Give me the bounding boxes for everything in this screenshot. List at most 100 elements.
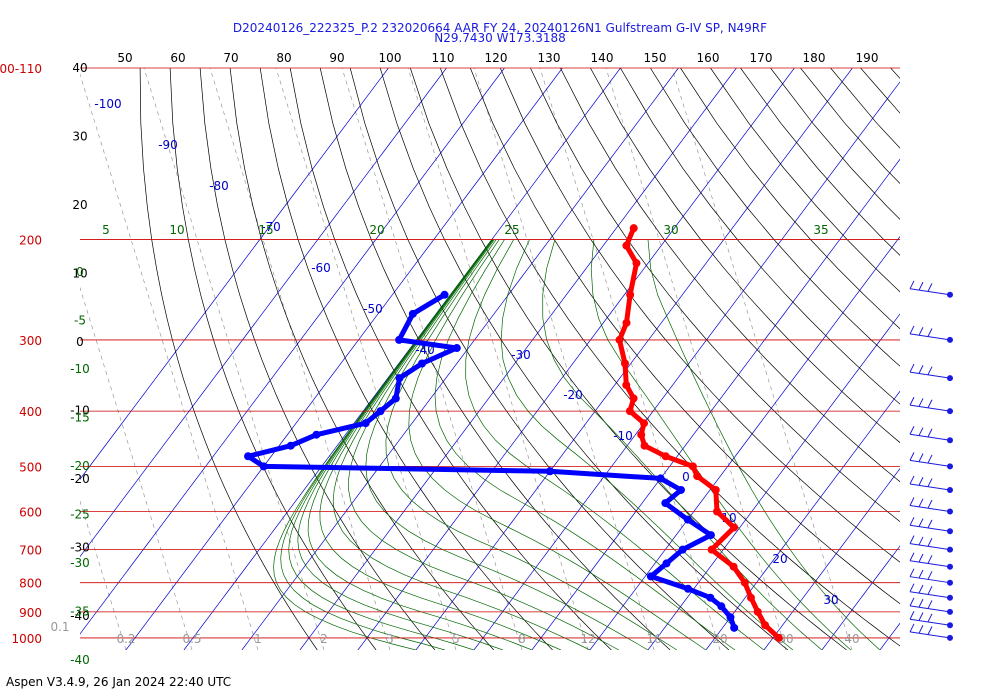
wind-barb-flag bbox=[918, 612, 924, 621]
mixing-ratio-label: 3 bbox=[386, 632, 394, 646]
moist-adiabat-line bbox=[307, 239, 533, 650]
adiabat-label: -5 bbox=[74, 314, 86, 328]
chart-subtitle: N29.7430 W173.3188 bbox=[434, 31, 566, 45]
wind-barb-station bbox=[947, 608, 953, 615]
wind-barb-flag bbox=[909, 325, 915, 335]
mixing-ratio-label: 2 bbox=[320, 632, 328, 646]
wind-barb-flag bbox=[918, 584, 924, 594]
moist-adiabat-line bbox=[500, 239, 794, 650]
top-tick-label: 120 bbox=[485, 51, 508, 65]
wind-barb-flag bbox=[918, 326, 924, 336]
pressure-label: 900 bbox=[19, 606, 42, 620]
pressure-label: 400 bbox=[19, 405, 42, 419]
moist-adiabat-label: 25 bbox=[504, 223, 519, 237]
wind-barb-flag bbox=[927, 555, 933, 564]
moist-adiabat-line bbox=[297, 239, 504, 650]
mixing-ratio-line bbox=[605, 68, 787, 650]
isotherm-label: -60 bbox=[311, 261, 331, 275]
pressure-label: 1000 bbox=[11, 632, 42, 646]
dewpoint-profile-line bbox=[245, 292, 737, 629]
mixing-ratio-line bbox=[473, 68, 655, 650]
wind-barb-flag bbox=[927, 600, 933, 609]
wind-barb-flag bbox=[927, 626, 933, 635]
top-tick-label: 50 bbox=[117, 51, 132, 65]
moist-adiabat-line bbox=[348, 239, 620, 650]
dry-adiabat-line bbox=[680, 68, 900, 330]
wind-barb-flag bbox=[918, 398, 924, 407]
wind-barb-flag bbox=[927, 478, 933, 487]
dry-adiabat-line bbox=[439, 68, 900, 647]
wind-barb-flag bbox=[909, 583, 915, 592]
wind-barb-flag bbox=[909, 396, 915, 406]
isotherm-line bbox=[241, 68, 679, 650]
dry-adiabat-line bbox=[379, 68, 789, 650]
wind-barb-station bbox=[947, 579, 953, 586]
wind-barb-staff bbox=[909, 631, 951, 639]
top-tick-label: 70 bbox=[223, 51, 238, 65]
mixing-ratio-label: 5 bbox=[452, 632, 460, 646]
wind-barb-flag bbox=[918, 281, 924, 291]
wind-barb-flag bbox=[909, 597, 915, 607]
isotherm-label: 30 bbox=[823, 593, 838, 607]
isotherm-label: -90 bbox=[158, 138, 178, 152]
wind-barb-flag bbox=[909, 426, 915, 435]
adiabat-label: 0 bbox=[76, 265, 84, 279]
wind-barb-staff bbox=[909, 524, 951, 532]
isotherm-line bbox=[357, 68, 795, 650]
isotherm-line bbox=[879, 622, 900, 650]
adiabat-label: -25 bbox=[70, 508, 90, 522]
left-tick-label: -40 bbox=[70, 609, 90, 623]
pressure-label: 200 bbox=[19, 234, 42, 248]
plot-area bbox=[80, 68, 1000, 650]
wind-barb-station bbox=[947, 508, 953, 515]
mixing-ratio-line bbox=[275, 68, 457, 650]
top-tick-label: 140 bbox=[591, 51, 614, 65]
isotherm-line bbox=[996, 68, 1000, 650]
wind-barb-flag bbox=[909, 568, 915, 577]
isotherm-line bbox=[589, 236, 900, 650]
mixing-ratio-label: 0.1 bbox=[50, 620, 69, 634]
mixing-ratio-line bbox=[80, 500, 127, 650]
wind-barb-flag bbox=[927, 613, 933, 623]
wind-barb-flag bbox=[909, 497, 915, 506]
left-tick-label: 0 bbox=[76, 335, 84, 349]
dry-adiabat-line bbox=[530, 68, 900, 523]
wind-barb-station bbox=[947, 528, 953, 535]
moist-adiabat-label: 35 bbox=[813, 223, 828, 237]
pressure-label: 300 bbox=[19, 334, 42, 348]
wind-barb-staff bbox=[909, 288, 951, 296]
isotherm-label: -80 bbox=[209, 179, 229, 193]
left-tick-label: -20 bbox=[70, 472, 90, 486]
mixing-ratio-line bbox=[407, 68, 589, 650]
wind-barb-flag bbox=[909, 611, 915, 620]
top-tick-label: 170 bbox=[750, 51, 773, 65]
mixing-ratio-label: 16 bbox=[646, 632, 661, 646]
isotherm-line bbox=[763, 468, 900, 650]
wind-barb-station bbox=[947, 622, 953, 629]
mixing-ratio-label: 1 bbox=[254, 632, 262, 646]
wind-barb-flag bbox=[918, 427, 924, 436]
isotherm-line bbox=[80, 68, 505, 635]
wind-barb-station bbox=[947, 463, 953, 470]
isotherm-line bbox=[821, 545, 900, 650]
wind-barb-station bbox=[947, 563, 953, 570]
mixing-ratio-line bbox=[671, 68, 853, 650]
dry-adiabat-line bbox=[139, 68, 318, 650]
mixing-ratio-line bbox=[80, 286, 193, 650]
top-tick-label: 110 bbox=[432, 51, 455, 65]
moist-adiabat-label: 30 bbox=[663, 223, 678, 237]
wind-barb-flag bbox=[927, 538, 933, 547]
mixing-ratio-label: 30 bbox=[778, 632, 793, 646]
dry-adiabat-line bbox=[229, 68, 495, 650]
dry-adiabat-line bbox=[289, 68, 612, 650]
isotherm-line bbox=[80, 68, 447, 558]
dry-adiabat-line bbox=[951, 68, 1000, 650]
left-tick-label: 30 bbox=[72, 130, 87, 144]
mixing-ratio-label: 20 bbox=[712, 632, 727, 646]
moist-adiabat-label: 5 bbox=[102, 223, 110, 237]
top-tick-label: 130 bbox=[538, 51, 561, 65]
wind-barb-flag bbox=[927, 428, 933, 438]
adiabat-label: -15 bbox=[70, 411, 90, 425]
wind-barb-flag bbox=[927, 499, 933, 509]
mixing-ratio-label: 12 bbox=[580, 632, 595, 646]
